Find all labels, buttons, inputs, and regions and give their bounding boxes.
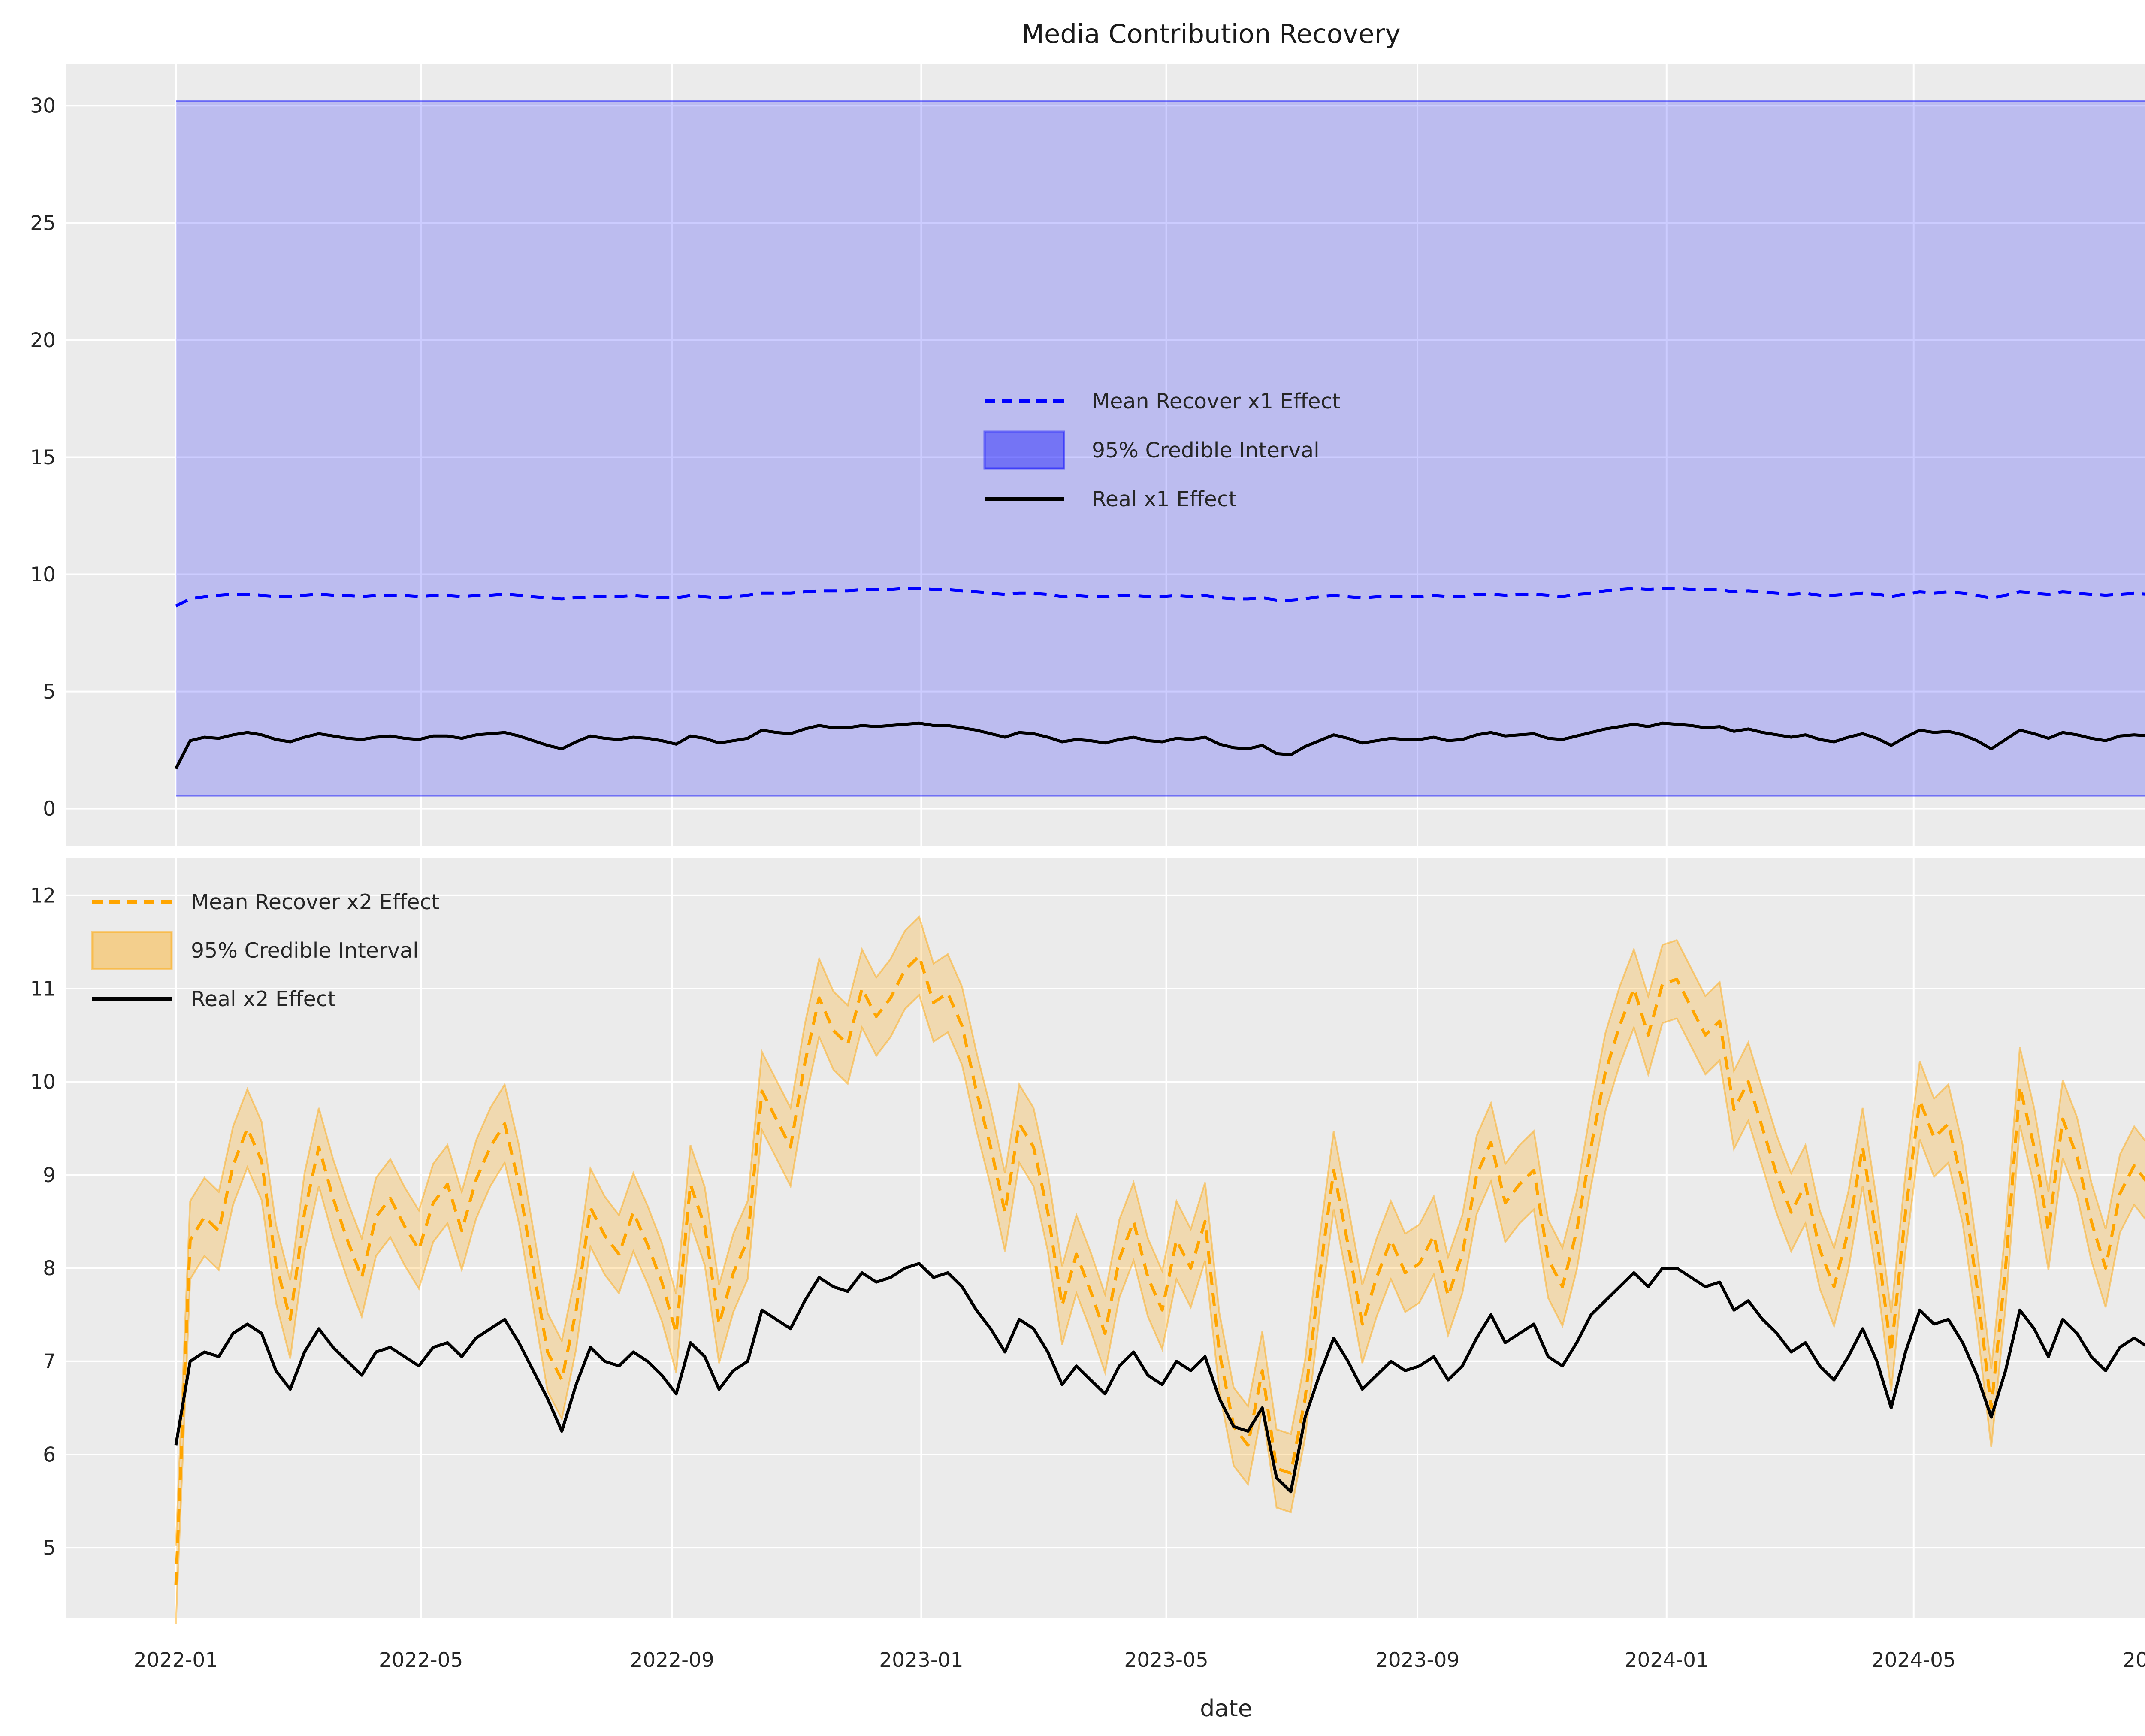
bottom-legend-band-swatch bbox=[91, 931, 173, 970]
y-tick-label: 10 bbox=[30, 1071, 56, 1094]
top-panel-background bbox=[66, 64, 2145, 846]
y-tick-label: 5 bbox=[43, 1536, 56, 1560]
legend-label: 95% Credible Interval bbox=[1092, 438, 1320, 463]
bottom-legend: Mean Recover x2 Effect 95% Credible Inter… bbox=[91, 890, 440, 1011]
x-tick-label: 2022-09 bbox=[630, 1648, 714, 1672]
y-tick-label: 12 bbox=[30, 884, 56, 907]
y-tick-label: 25 bbox=[30, 212, 56, 235]
top-panel: 0 5 10 15 20 25 30 Mean Recover x1 Effect 95% Cr… bbox=[30, 64, 2145, 846]
real-x2-line bbox=[174, 1262, 2145, 1494]
x-tick-label: 2024-05 bbox=[1872, 1648, 1956, 1672]
top-credible-band bbox=[176, 101, 2145, 796]
bottom-band-lower-edge bbox=[175, 993, 2145, 1624]
y-tick-label: 11 bbox=[30, 977, 56, 1001]
top-legend-band-swatch bbox=[983, 430, 1065, 470]
y-tick-label: 6 bbox=[43, 1443, 56, 1467]
bottom-panel: 5 6 7 8 9 10 11 12 Mean Recover x2 Effect 95% Cre… bbox=[30, 858, 2145, 1624]
x-tick-label: 2024-09 bbox=[2123, 1648, 2145, 1672]
x-axis-label: date bbox=[1200, 1695, 1252, 1722]
real-x1-line bbox=[174, 721, 2145, 770]
legend-label: Real x1 Effect bbox=[1092, 487, 1237, 511]
y-tick-label: 9 bbox=[43, 1164, 56, 1187]
y-tick-label: 7 bbox=[43, 1350, 56, 1373]
chart-title: Media Contribution Recovery bbox=[1021, 19, 1401, 49]
legend-label: 95% Credible Interval bbox=[191, 938, 419, 963]
y-tick-label: 0 bbox=[43, 797, 56, 821]
y-tick-label: 15 bbox=[30, 446, 56, 469]
y-tick-label: 10 bbox=[30, 563, 56, 587]
x-tick-label: 2022-05 bbox=[379, 1648, 463, 1672]
y-tick-label: 8 bbox=[43, 1257, 56, 1280]
y-tick-label: 30 bbox=[30, 94, 56, 118]
bottom-credible-band bbox=[176, 916, 2145, 1624]
plot-area: 0 5 10 15 20 25 30 Mean Recover x1 Effect 95% Cr… bbox=[30, 64, 2145, 1672]
x-tick-label: 2023-05 bbox=[1124, 1648, 1208, 1672]
legend-label: Mean Recover x1 Effect bbox=[1092, 389, 1341, 414]
x-tick-label: 2024-01 bbox=[1625, 1648, 1709, 1672]
mean-recover-x1-line bbox=[175, 587, 2145, 608]
y-tick-label: 20 bbox=[30, 329, 56, 352]
x-tick-label: 2022-01 bbox=[134, 1648, 218, 1672]
y-tick-label: 5 bbox=[43, 680, 56, 704]
x-tick-label: 2023-01 bbox=[879, 1648, 963, 1672]
legend-label: Real x2 Effect bbox=[191, 987, 336, 1011]
legend-label: Mean Recover x2 Effect bbox=[191, 890, 440, 914]
x-tick-label: 2023-09 bbox=[1375, 1648, 1459, 1672]
top-legend: Mean Recover x1 Effect 95% Credible Inter… bbox=[983, 389, 1341, 511]
bottom-band-upper-edge bbox=[175, 915, 2145, 1546]
mean-recover-x2-line bbox=[174, 954, 2145, 1585]
